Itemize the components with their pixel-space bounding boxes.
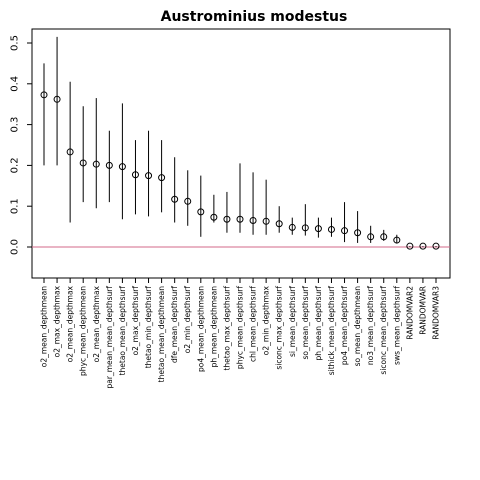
x-tick-label: thetao_mean_depthmean [157,286,166,383]
x-tick-label: ph_mean_depthsurf [314,286,323,361]
plot-border [31,28,451,279]
data-point [184,197,192,205]
x-tick-label: chl_mean_depthsurf [249,286,258,362]
data-point [419,242,427,250]
x-tick-label: par_mean_mean_depthsurf [105,286,114,389]
x-tick-label: o2_mean_depthmax [92,285,101,362]
y-tick-label: 0.1 [10,198,21,214]
x-tick-label: si_mean_depthsurf [288,286,297,357]
data-point [249,216,257,224]
data-point [92,160,100,168]
y-tick-label: 0.4 [10,76,21,92]
x-tick-label: o2_mean_depthmean [40,286,49,367]
y-tick-label: 0.2 [10,157,21,173]
y-tick-label: 0.5 [10,35,21,51]
data-point [158,174,166,182]
data-point [197,208,205,216]
x-tick-label: so_mean_depthsurf [301,286,310,360]
x-tick-label: RANDOMVAR [418,286,427,335]
y-tick-label: 0.0 [10,239,21,255]
x-tick-label: phyc_mean_depthmean [79,286,88,376]
y-axis: 0.0 0.1 0.2 0.3 0.4 0.5 [10,35,33,255]
x-tick-label: o2_mean_depthmax [66,285,75,362]
x-tick-label: thetao_max_depthsurf [222,286,231,371]
x-tick-label: sws_mean_depthsurf [392,286,401,365]
data-point [105,161,113,169]
x-tick-label: thetao_min_depthsurf [144,286,153,369]
x-tick-label: o2_min_depthmax [262,285,271,355]
x-tick-label: o2_max_depthmax [53,285,62,357]
data-point [210,213,218,221]
data-point [66,148,74,156]
x-tick-label: po4_mean_depthsurf [340,286,349,365]
data-point [406,242,414,250]
x-tick-label: o2_min_depthsurf [183,286,192,354]
data-point [79,159,87,167]
x-tick-label: RANDOMVAR2 [405,286,414,340]
data-marks [40,36,440,250]
data-point [236,215,244,223]
data-point [40,91,48,99]
data-point [380,233,388,241]
data-point [171,195,179,203]
data-point [262,217,270,225]
y-tick-label: 0.3 [10,117,21,133]
x-tick-label: sithick_mean_depthsurf [327,286,336,376]
x-tick-label: phyc_mean_depthsurf [236,286,245,369]
data-point [367,233,375,241]
x-tick-label: thetao_mean_depthsurf [118,286,127,376]
data-point [145,172,153,180]
data-point [223,215,231,223]
chart-title: Austrominius modestus [161,9,348,25]
x-tick-label: po4_mean_depthmean [196,286,205,372]
data-point [301,224,309,232]
x-tick-label: dfe_mean_depthsurf [170,286,179,363]
data-point [341,227,349,235]
data-point [131,171,139,179]
x-tick-label: ph_mean_depthmean [209,286,218,368]
x-tick-label: RANDOMVAR3 [432,286,441,340]
data-point [393,236,401,244]
data-point [288,223,296,231]
data-point [118,163,126,171]
x-tick-label: siconc_mean_depthsurf [379,286,388,375]
data-point [275,220,283,228]
x-tick-label: so_mean_depthmean [353,286,362,367]
data-point [432,242,440,250]
data-point [354,229,362,237]
x-tick-label: no3_mean_depthsurf [366,286,375,365]
x-axis: o2_mean_depthmean o2_max_depthmax o2_mean_… [40,277,441,389]
data-point [327,225,335,233]
data-point [314,225,322,233]
x-tick-label: o2_max_depthsurf [131,286,140,356]
data-point [53,95,61,103]
x-tick-label: siconc_max_depthsurf [275,286,284,370]
